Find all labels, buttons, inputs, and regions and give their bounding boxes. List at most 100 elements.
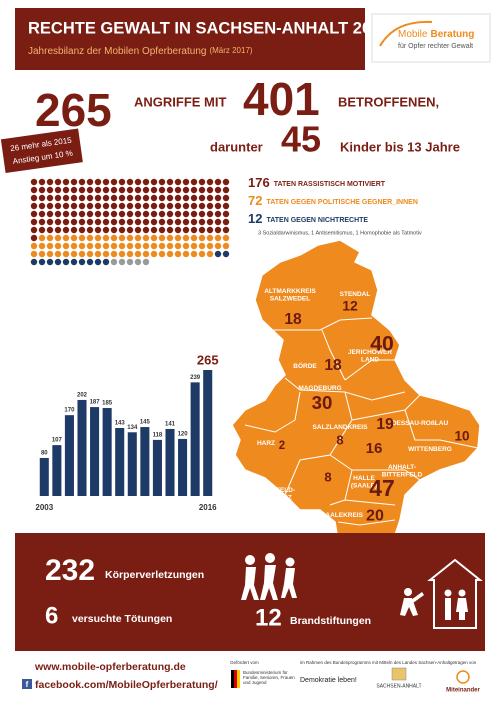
incident-dot	[134, 234, 142, 242]
incident-dot	[206, 178, 214, 186]
incident-dot	[110, 250, 118, 258]
incident-dot	[134, 242, 142, 250]
incident-dot	[134, 186, 142, 194]
incident-dot	[102, 178, 110, 186]
incident-dot	[206, 250, 214, 258]
sponsor-intro: mit Mitteln des Landes Sachsen-Anhalt	[372, 660, 451, 665]
incident-dot	[62, 258, 70, 266]
sponsor-name: Demokratie leben!	[300, 677, 357, 684]
incident-dot	[126, 210, 134, 218]
bar-value: 134	[127, 425, 138, 431]
incident-dot	[102, 186, 110, 194]
incident-dot	[142, 242, 150, 250]
incident-dot	[54, 258, 62, 266]
district-name: ANHALT-BITTERFELD	[382, 464, 423, 479]
logo-word: Beratung	[430, 29, 474, 40]
incident-dot	[94, 194, 102, 202]
children-text: Kinder bis 13 Jahre	[340, 139, 460, 154]
sponsor-intro: getragen von	[450, 660, 477, 665]
icon-part	[285, 557, 295, 567]
offence-count: 6	[45, 602, 58, 629]
incident-dot	[166, 178, 174, 186]
incident-dot	[214, 210, 222, 218]
incident-dot	[158, 242, 166, 250]
incident-dot	[102, 258, 110, 266]
incident-dot	[38, 218, 46, 226]
logo-swoosh	[379, 20, 433, 47]
icon-part	[458, 589, 466, 597]
district-name-line: SÜDHARZ	[260, 492, 292, 501]
district-name-line: STENDAL	[340, 291, 371, 298]
incident-dot	[190, 202, 198, 210]
incident-dot	[46, 178, 54, 186]
motive-count: 176	[248, 175, 270, 190]
offence-label: versuchte Tötungen	[72, 613, 172, 625]
website[interactable]: www.mobile-opferberatung.de	[34, 661, 186, 673]
incident-dot	[126, 250, 134, 258]
bar	[127, 432, 137, 496]
district-name-line: LAND	[361, 356, 379, 363]
incident-dot	[134, 218, 142, 226]
incident-dot	[142, 186, 150, 194]
bar	[102, 408, 112, 496]
motive-entry: 176 TATEN RASSISTISCH MOTIVIERT	[248, 175, 386, 190]
bar-value: 80	[41, 451, 48, 457]
incident-dot	[110, 242, 118, 250]
bar	[39, 457, 49, 496]
incident-dot	[78, 194, 86, 202]
incident-dot	[158, 226, 166, 234]
incident-dot	[182, 226, 190, 234]
incident-dot	[182, 250, 190, 258]
incident-dot	[46, 210, 54, 218]
incident-dot	[182, 202, 190, 210]
incident-dot	[126, 218, 134, 226]
icon-part	[265, 553, 275, 563]
incident-dot	[142, 202, 150, 210]
icon-part	[445, 598, 451, 620]
incident-dot	[126, 194, 134, 202]
incident-dot	[158, 194, 166, 202]
district-count: 20	[366, 506, 384, 524]
bar	[115, 428, 125, 496]
incident-dot	[78, 226, 86, 234]
district-name-line: ALTMARKKREIS	[264, 288, 316, 295]
facebook-icon	[22, 679, 32, 689]
incident-dot	[222, 242, 230, 250]
incident-dot	[158, 202, 166, 210]
incident-dot	[174, 226, 182, 234]
incident-dot	[182, 210, 190, 218]
incident-dot	[62, 202, 70, 210]
motive-entry: 72 TATEN GEGEN POLITISCHE GEGNER_INNEN	[248, 193, 418, 208]
incident-dot	[150, 218, 158, 226]
incident-dot	[198, 210, 206, 218]
incident-dot	[222, 202, 230, 210]
bar-value: 118	[153, 432, 163, 438]
incident-dot	[54, 226, 62, 234]
incident-dot	[222, 250, 230, 258]
icon-part	[444, 589, 452, 597]
incident-dot	[38, 186, 46, 194]
incident-dot	[62, 210, 70, 218]
district-count: 12	[342, 298, 358, 314]
incident-dot	[78, 250, 86, 258]
incident-dot	[54, 202, 62, 210]
incident-dot	[62, 250, 70, 258]
incident-dot	[134, 258, 142, 266]
x-tick-label: 2003	[35, 503, 53, 512]
incident-dot	[174, 202, 182, 210]
incident-dot	[94, 226, 102, 234]
district-count: 10	[454, 429, 469, 444]
incident-dot	[142, 258, 150, 266]
incident-dot	[54, 186, 62, 194]
incident-dot	[198, 250, 206, 258]
incident-dot	[70, 234, 78, 242]
incident-dot	[54, 178, 62, 186]
incident-dot	[206, 218, 214, 226]
incident-dot	[174, 210, 182, 218]
bar-value: 143	[115, 421, 126, 427]
incident-dot	[70, 242, 78, 250]
facebook-link[interactable]: facebook.com/MobileOpferberatung/	[35, 679, 218, 691]
incident-dot	[190, 186, 198, 194]
incident-dot	[142, 250, 150, 258]
bar	[140, 427, 150, 496]
